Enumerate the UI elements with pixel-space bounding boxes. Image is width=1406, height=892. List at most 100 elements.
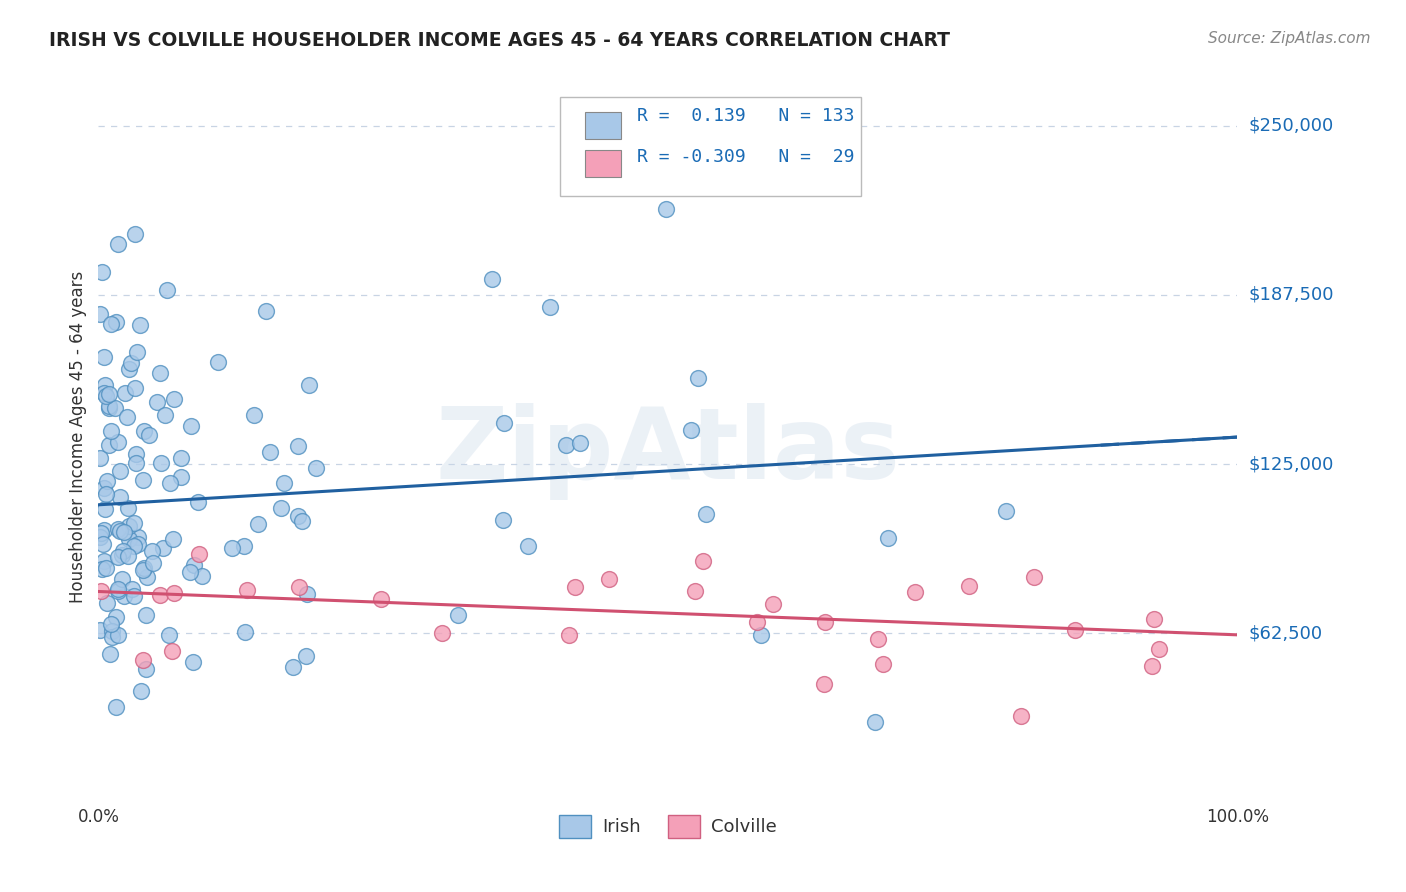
Point — [207, 355, 229, 369]
Point — [111, 572, 134, 586]
Point — [120, 356, 142, 370]
Point — [107, 628, 129, 642]
Point — [96, 596, 118, 610]
Point — [135, 608, 157, 623]
Point — [127, 537, 149, 551]
Point — [516, 540, 538, 554]
Point — [246, 516, 269, 531]
Point — [132, 563, 155, 577]
Point — [1142, 659, 1164, 673]
Point — [107, 582, 129, 596]
Point — [287, 439, 309, 453]
Point — [93, 554, 115, 568]
Point — [957, 579, 980, 593]
Point — [122, 590, 145, 604]
Point — [481, 271, 503, 285]
Point — [117, 362, 139, 376]
Point — [617, 170, 640, 185]
Point — [117, 549, 139, 563]
Point — [112, 589, 135, 603]
Point — [107, 434, 129, 449]
Point — [98, 648, 121, 662]
Text: R = -0.309   N =  29: R = -0.309 N = 29 — [637, 148, 855, 166]
Point — [190, 569, 212, 583]
Point — [1147, 642, 1170, 657]
Point — [273, 476, 295, 491]
Text: R =  0.139   N = 133: R = 0.139 N = 133 — [637, 107, 855, 125]
Point — [117, 501, 139, 516]
Point — [100, 616, 122, 631]
Point — [107, 237, 129, 252]
Point — [104, 401, 127, 415]
Point — [98, 438, 121, 452]
Text: IRISH VS COLVILLE HOUSEHOLDER INCOME AGES 45 - 64 YEARS CORRELATION CHART: IRISH VS COLVILLE HOUSEHOLDER INCOME AGE… — [49, 31, 950, 50]
Point — [751, 628, 773, 642]
Point — [291, 514, 314, 528]
Point — [598, 572, 620, 586]
Point — [432, 625, 454, 640]
Point — [89, 307, 111, 321]
Point — [876, 531, 898, 545]
Point — [101, 624, 124, 639]
Point — [1024, 569, 1046, 583]
Point — [655, 202, 678, 216]
Text: $187,500: $187,500 — [1249, 285, 1334, 304]
Point — [111, 543, 134, 558]
Point — [162, 586, 184, 600]
Point — [692, 554, 714, 568]
Point — [152, 541, 174, 555]
Point — [813, 677, 835, 691]
Point — [159, 475, 181, 490]
Point — [233, 539, 256, 553]
Point — [124, 456, 146, 470]
Point — [107, 584, 129, 599]
Point — [98, 401, 121, 416]
Point — [108, 465, 131, 479]
Point — [160, 643, 183, 657]
Point — [134, 560, 156, 574]
Point — [108, 490, 131, 504]
Point — [142, 556, 165, 570]
Point — [97, 399, 120, 413]
Point — [122, 539, 145, 553]
Point — [183, 656, 205, 670]
Point — [295, 587, 318, 601]
Y-axis label: Householder Income Ages 45 - 64 years: Householder Income Ages 45 - 64 years — [69, 271, 87, 603]
Point — [89, 623, 111, 637]
Point — [96, 560, 118, 574]
Point — [370, 592, 392, 607]
Point — [124, 516, 146, 531]
Point — [96, 474, 118, 488]
Point — [127, 529, 149, 543]
Text: $250,000: $250,000 — [1249, 117, 1334, 135]
Text: Source: ZipAtlas.com: Source: ZipAtlas.com — [1208, 31, 1371, 46]
Point — [683, 583, 706, 598]
Point — [1142, 612, 1164, 626]
Point — [688, 371, 710, 385]
Point — [108, 524, 131, 538]
Point — [111, 548, 134, 562]
Point — [295, 649, 318, 664]
Point — [89, 451, 111, 466]
Point — [187, 495, 209, 509]
Point — [132, 653, 155, 667]
Point — [105, 609, 128, 624]
Point — [254, 304, 277, 318]
Point — [117, 533, 139, 547]
Point — [162, 532, 184, 546]
Point — [305, 461, 328, 475]
Point — [94, 389, 117, 403]
Point — [170, 450, 193, 465]
Point — [287, 509, 309, 524]
Point — [124, 381, 146, 395]
Point — [1010, 709, 1032, 723]
Point — [538, 301, 561, 315]
Point — [134, 425, 156, 439]
Point — [157, 628, 180, 642]
Point — [555, 438, 578, 452]
Point — [298, 378, 321, 392]
Point — [90, 265, 112, 279]
Point — [93, 523, 115, 537]
Point — [236, 583, 259, 598]
Point — [94, 378, 117, 392]
